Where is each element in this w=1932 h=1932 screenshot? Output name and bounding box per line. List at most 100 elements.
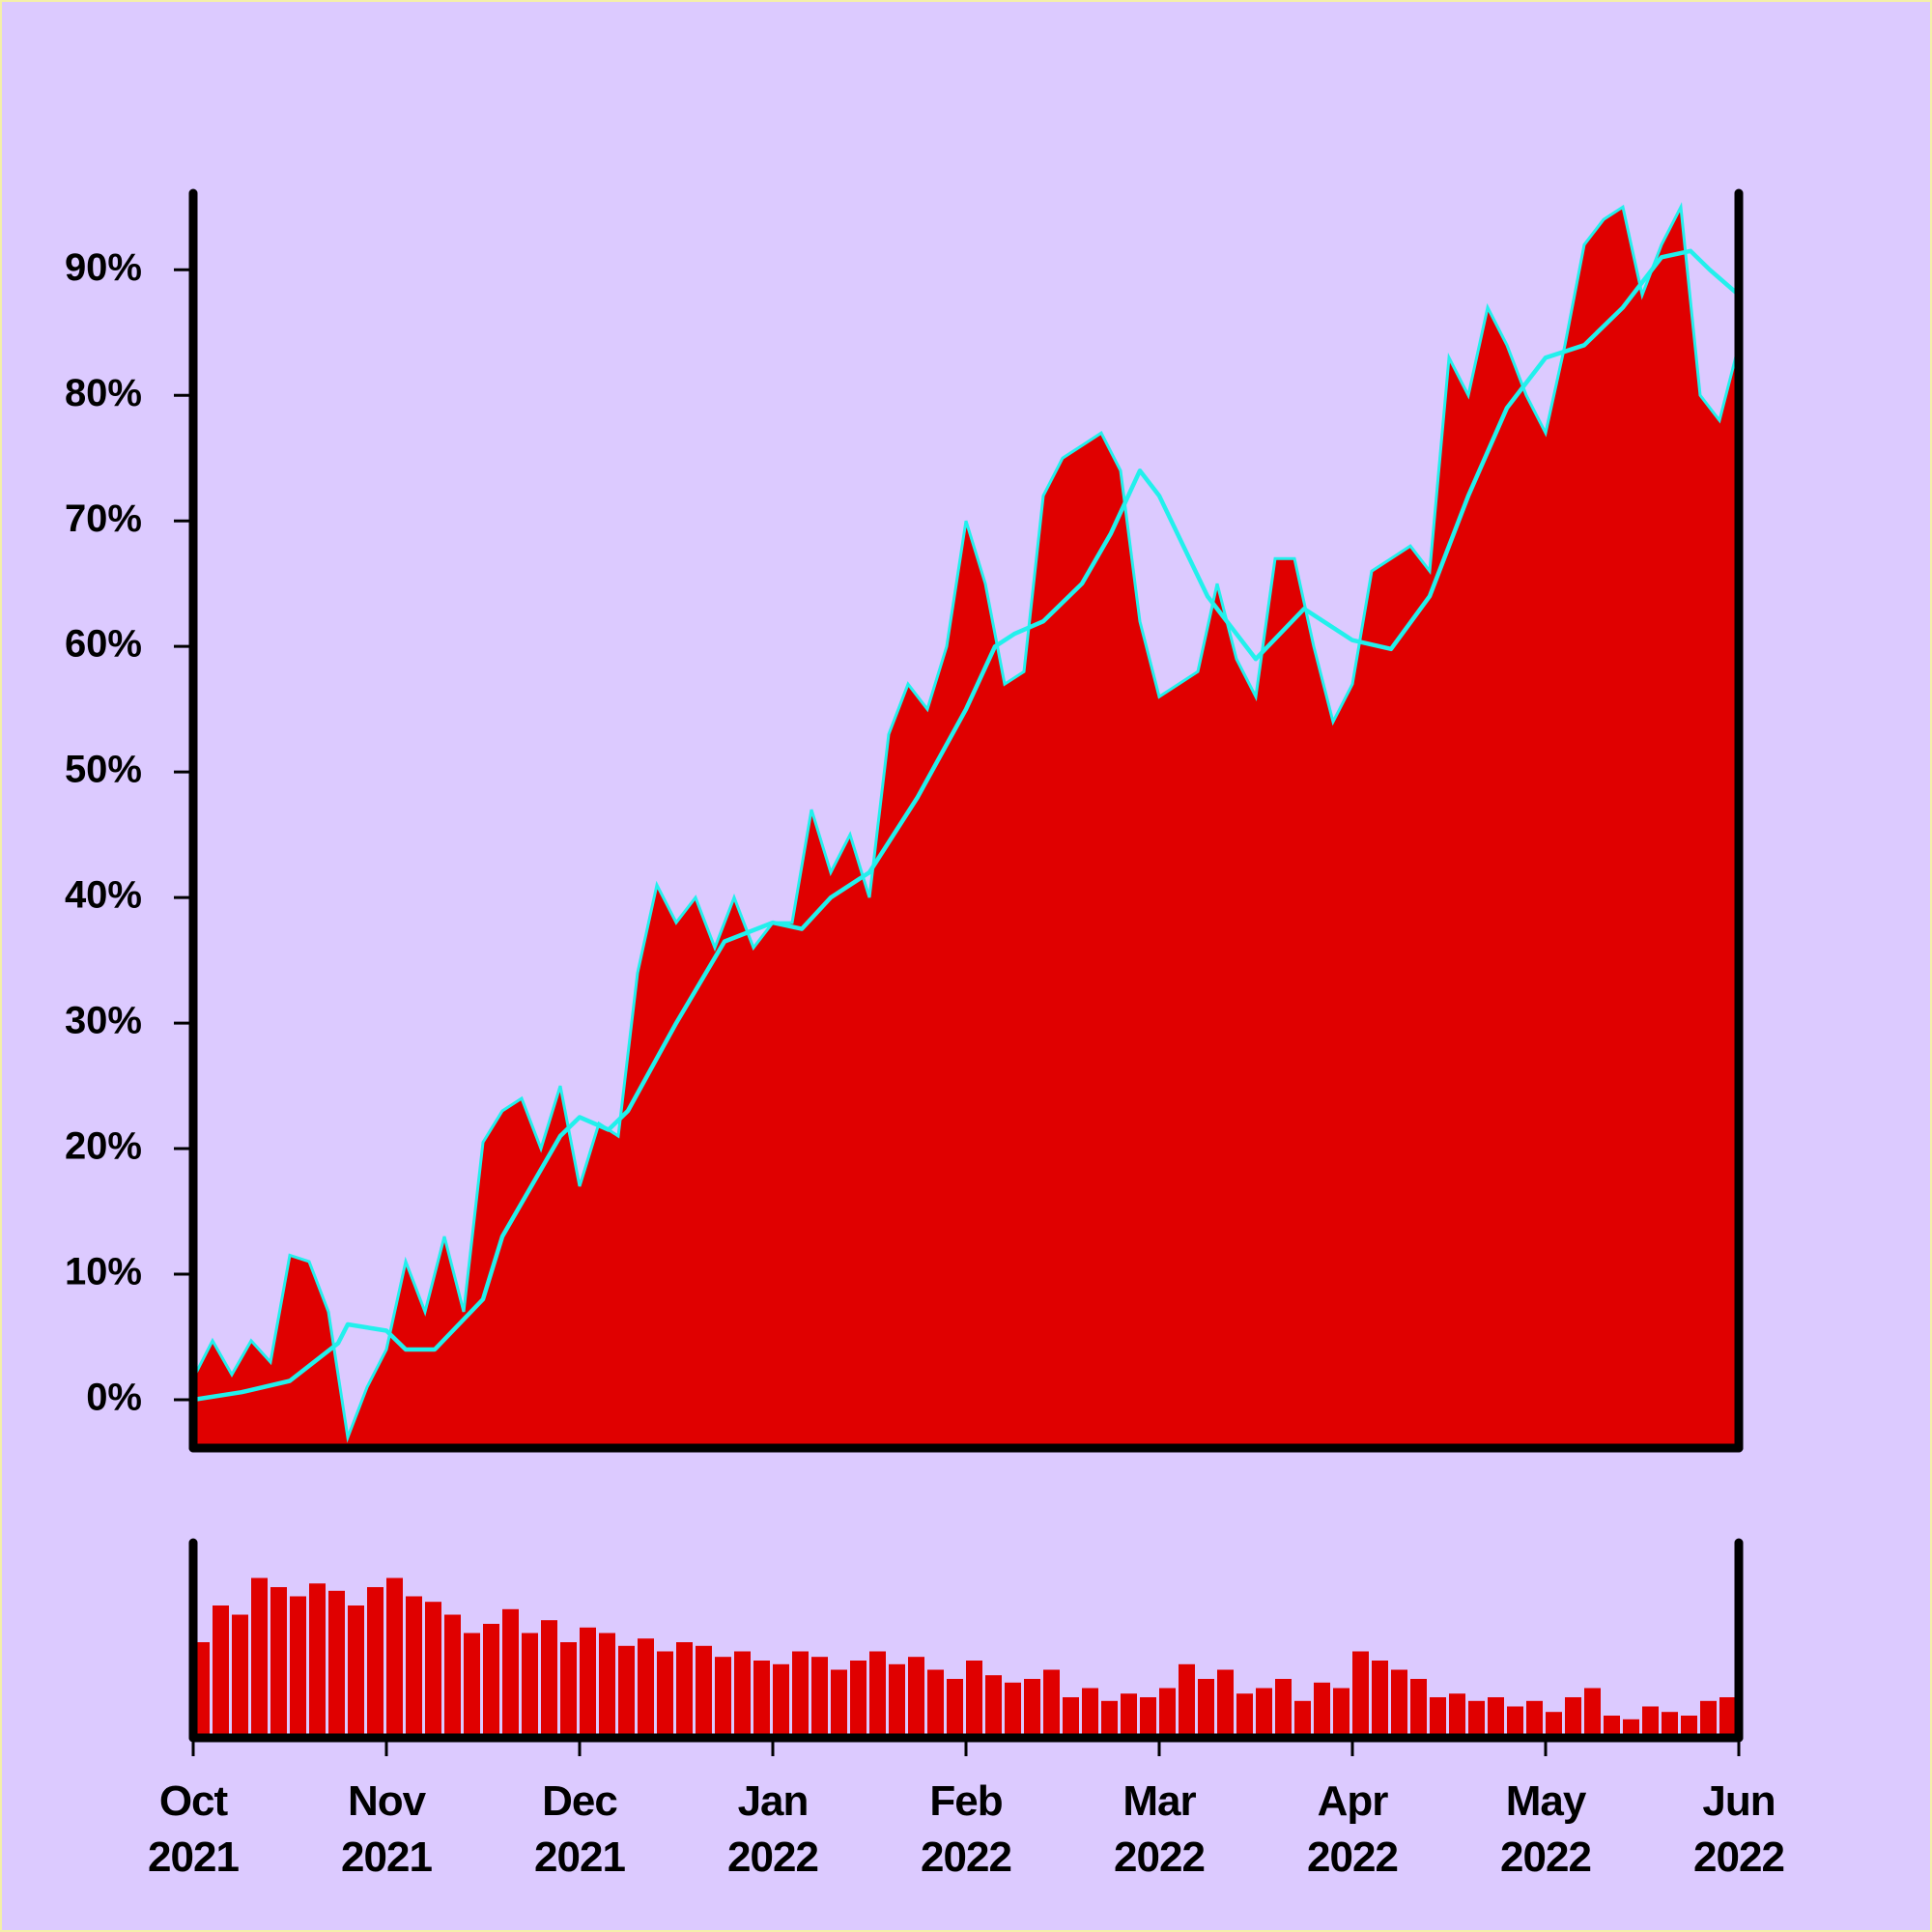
volume-bar <box>889 1663 905 1734</box>
volume-bar <box>1159 1688 1176 1734</box>
x-tick-label: May 2022 <box>1500 1777 1592 1881</box>
volume-bar <box>599 1633 615 1734</box>
y-tick-label: 70% <box>65 497 142 540</box>
volume-bar <box>425 1602 441 1734</box>
area <box>193 207 1739 1448</box>
volume-bar <box>753 1661 770 1734</box>
volume-bar <box>618 1645 635 1734</box>
x-tick-label: Feb 2022 <box>921 1777 1012 1881</box>
volume-bar <box>1430 1697 1446 1734</box>
volume-bar <box>522 1633 538 1734</box>
volume-bar <box>1063 1697 1079 1734</box>
volume-bar <box>696 1645 712 1734</box>
volume-bar <box>1604 1716 1620 1734</box>
volume-bar <box>1140 1697 1156 1734</box>
volume-bar <box>792 1651 809 1734</box>
volume-bar <box>1043 1669 1060 1734</box>
volume-bar <box>1546 1712 1562 1734</box>
volume-bar <box>1275 1679 1292 1734</box>
volume-bar <box>213 1605 229 1734</box>
volume-bar <box>1526 1700 1543 1734</box>
volume-bar <box>869 1651 886 1734</box>
volume-bar <box>850 1661 867 1734</box>
volume-bar <box>1507 1706 1523 1734</box>
volume-bar <box>638 1638 654 1734</box>
volume-bar <box>1024 1679 1040 1734</box>
volume-bar <box>541 1620 557 1734</box>
y-tick-label: 80% <box>65 372 142 414</box>
x-tick-label: Jan 2022 <box>727 1777 819 1881</box>
y-tick-label: 30% <box>65 1000 142 1042</box>
volume-bar <box>328 1590 345 1734</box>
volume-bar <box>1372 1661 1388 1734</box>
volume-bar <box>1352 1651 1369 1734</box>
y-tick-label: 20% <box>65 1125 142 1168</box>
volume-bar <box>1488 1697 1504 1734</box>
volume-bar <box>657 1651 673 1734</box>
volume-bar <box>1005 1682 1021 1734</box>
volume-bar <box>251 1577 268 1734</box>
x-tick-label: Nov 2021 <box>341 1777 433 1881</box>
volume-bar <box>1468 1700 1485 1734</box>
volume-bar <box>348 1605 364 1734</box>
volume-bar <box>580 1627 596 1734</box>
x-tick-label: Mar 2022 <box>1114 1777 1206 1881</box>
x-tick-label: Apr 2022 <box>1307 1777 1399 1881</box>
volume-bar <box>773 1663 789 1734</box>
y-tick-label: 60% <box>65 623 142 666</box>
volume-bar <box>1681 1716 1697 1734</box>
volume-bar <box>1584 1688 1601 1734</box>
volume-bar <box>811 1657 828 1734</box>
volume-bar <box>232 1614 248 1734</box>
x-tick-label: Jun 2022 <box>1693 1777 1785 1881</box>
volume-bar <box>831 1669 847 1734</box>
y-tick-label: 90% <box>65 246 142 289</box>
volume-bar <box>927 1669 944 1734</box>
y-tick-label: 40% <box>65 874 142 917</box>
volume-bar <box>1121 1693 1137 1734</box>
volume-bar <box>309 1583 326 1734</box>
volume-bar <box>1217 1669 1234 1734</box>
volume-bar <box>1198 1679 1214 1734</box>
volume-bar <box>1449 1693 1465 1734</box>
volume-bar <box>1314 1682 1330 1734</box>
volume-bar <box>947 1679 963 1734</box>
volume-bar <box>367 1587 384 1734</box>
y-tick-label: 10% <box>65 1251 142 1293</box>
area-outline <box>191 202 1741 1443</box>
volume-bar <box>1623 1719 1639 1734</box>
volume-bar <box>444 1614 461 1734</box>
volume-bar <box>1333 1688 1350 1734</box>
volume-bar <box>1410 1679 1427 1734</box>
volume-bar <box>270 1587 287 1734</box>
volume-bar <box>560 1642 577 1734</box>
volume-bar <box>1391 1669 1407 1734</box>
volume-bar <box>1642 1706 1659 1734</box>
volume-bar <box>406 1596 422 1734</box>
volume-bar <box>1565 1697 1581 1734</box>
volume-bar <box>734 1651 751 1734</box>
volume-bar <box>715 1657 731 1734</box>
y-tick-label: 50% <box>65 749 142 791</box>
volume-bar <box>1179 1663 1195 1734</box>
volume-bar <box>985 1675 1002 1734</box>
volume-bar <box>290 1596 306 1734</box>
volume-bar <box>1662 1712 1678 1734</box>
volume-bar <box>1700 1700 1717 1734</box>
volume-bar <box>1256 1688 1272 1734</box>
volume-bar <box>483 1624 499 1734</box>
line <box>192 248 1741 1403</box>
volume-bar <box>502 1608 519 1734</box>
volume-bar <box>676 1642 693 1734</box>
volume-bar <box>1236 1693 1253 1734</box>
volume-bar <box>1294 1700 1311 1734</box>
volume-bar <box>464 1633 480 1734</box>
volume-bar <box>908 1657 924 1734</box>
volume-bar <box>1719 1697 1736 1734</box>
volume-bar <box>966 1661 982 1734</box>
x-tick-label: Oct 2021 <box>148 1777 240 1881</box>
volume-bar <box>1082 1688 1098 1734</box>
